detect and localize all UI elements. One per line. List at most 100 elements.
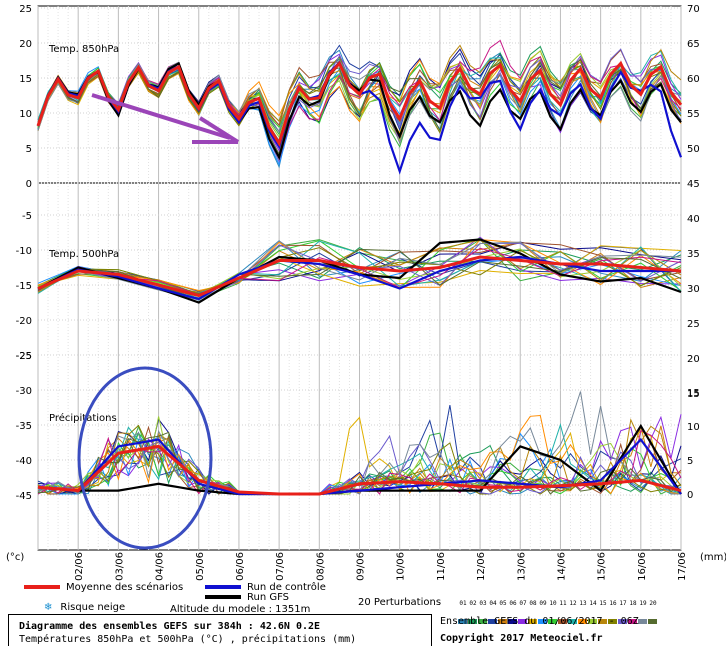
pert-key-swatch [648, 619, 657, 624]
y-tick-850-left: 5 [26, 144, 32, 155]
y-tick-precip-left: -25 [16, 351, 32, 362]
legend-snow-label: Risque neige [60, 602, 126, 613]
control-500-line [37, 255, 681, 301]
y-tick-precip-left: -45 [16, 491, 32, 502]
x-tick-label: 11/06 [436, 552, 447, 581]
pert-key-swatch [628, 619, 637, 624]
y-tick-500-left: -10 [16, 246, 32, 257]
footer-run: Ensemble GEFS du 01/06/2017 - 06Z [440, 616, 639, 627]
perturbations-label: 20 Perturbations [358, 597, 442, 608]
mean-precip-line [37, 444, 682, 496]
perturbation-500-line [37, 239, 682, 292]
pert-key-number: 15 [599, 600, 607, 607]
legend-gfs: Run GFS [205, 592, 289, 603]
pert-key-swatch [608, 619, 617, 624]
pert-key-number: 12 [569, 600, 577, 607]
y-tick-850-left: 10 [19, 109, 32, 120]
pert-key-number: 03 [479, 600, 487, 607]
arrow-shaft [91, 93, 231, 140]
mean-850-line [36, 60, 683, 147]
pert-key-number: 02 [469, 600, 477, 607]
pert-key-swatch [488, 619, 497, 624]
y-tick-500-right: 30 [687, 284, 700, 295]
pert-key-swatch [518, 619, 527, 624]
y-tick-500-right: 40 [687, 214, 700, 225]
pert-key-number: 06 [509, 600, 517, 607]
legend-snow: ❄ Risque neige [44, 602, 125, 613]
y-tick-precip-right: 10 [687, 422, 700, 433]
y-tick-850-right: 70 [687, 4, 700, 15]
annotations-layer [77, 93, 240, 550]
x-tick-label: 14/06 [556, 552, 567, 581]
x-tick-label: 07/06 [275, 552, 286, 581]
y-tick-850-left: 0 [26, 179, 32, 190]
pert-key-swatch [528, 619, 537, 624]
tick-labels-layer: 0510152025455055606570-5-10-15-20-254035… [6, 4, 726, 581]
pert-key-number: 08 [529, 600, 537, 607]
y-tick-850-left: 15 [19, 74, 32, 85]
y-tick-850-right: 45 [687, 179, 700, 190]
footer-left-box: Diagramme des ensembles GEFS sur 384h : … [8, 614, 432, 646]
footer-copyright: Copyright 2017 Meteociel.fr [440, 633, 603, 644]
x-tick-label: 17/06 [677, 552, 688, 581]
x-tick-label: 05/06 [195, 552, 206, 581]
panel-title: Précipitations [49, 412, 117, 424]
y-tick-precip-right: 0 [687, 490, 693, 501]
pert-key-swatch [548, 619, 557, 624]
perturbation-500-line [37, 240, 682, 301]
y-tick-850-left: 20 [19, 39, 32, 50]
y-tick-precip-right: 5 [687, 456, 693, 467]
x-tick-label: 06/06 [235, 552, 246, 581]
pert-key-swatch [618, 619, 627, 624]
x-tick-label: 15/06 [597, 552, 608, 581]
pert-key-swatch [558, 619, 567, 624]
legend-mean-label: Moyenne des scénarios [66, 582, 184, 593]
x-tick-label: 02/06 [74, 552, 85, 581]
pert-key-number: 01 [459, 600, 467, 607]
y-tick-500-left: -5 [22, 211, 32, 222]
y-tick-500-right: 25 [687, 319, 700, 330]
y-tick-500-left: -15 [16, 281, 32, 292]
pert-key-swatch [538, 619, 547, 624]
pert-key-number: 14 [589, 600, 597, 607]
legend-mean-swatch [24, 585, 60, 589]
pert-key-swatch [458, 619, 467, 624]
y-tick-precip-right: 15 [687, 388, 700, 399]
pert-key-swatch [568, 619, 577, 624]
pert-key-number: 17 [619, 600, 627, 607]
perturbation-precip-line [37, 414, 682, 495]
legend-gfs-label: Run GFS [247, 592, 290, 603]
pert-key-swatch [478, 619, 487, 624]
x-tick-label: 16/06 [637, 552, 648, 581]
main-lines-layer [36, 60, 683, 496]
legend-gfs-swatch [205, 595, 241, 599]
x-tick-label: 08/06 [315, 552, 326, 581]
pert-key-swatch [588, 619, 597, 624]
pert-key-number: 13 [579, 600, 587, 607]
panel-title: Temp. 850hPa [48, 44, 119, 55]
perturbation-precip-line [37, 418, 682, 495]
y-tick-500-left: -20 [16, 316, 32, 327]
y-tick-precip-left: -40 [16, 456, 32, 467]
x-tick-label: 03/06 [114, 552, 125, 581]
legend-mean: Moyenne des scénarios [24, 582, 183, 593]
mean-500-line [37, 255, 682, 298]
pert-key-swatch [468, 619, 477, 624]
perturbation-precip-line [37, 391, 681, 495]
pert-key-number: 11 [559, 600, 567, 607]
pert-key-swatch [508, 619, 517, 624]
y-tick-850-left: 25 [19, 4, 32, 15]
y-tick-850-right: 65 [687, 39, 700, 50]
right-unit-label: (mm) [700, 552, 726, 563]
pert-key-number: 16 [609, 600, 617, 607]
y-tick-precip-left: -30 [16, 386, 32, 397]
pert-key-swatch [578, 619, 587, 624]
pert-key-number: 20 [649, 600, 657, 607]
highlight-ellipse [77, 366, 213, 550]
altitude-label: Altitude du modele : 1351m [170, 604, 311, 615]
pert-key-number: 05 [499, 600, 507, 607]
pert-key-number: 10 [549, 600, 557, 607]
footer-subtitle: Températures 850hPa et 500hPa (°C) , pré… [19, 634, 357, 645]
snowflake-icon: ❄ [44, 602, 53, 613]
